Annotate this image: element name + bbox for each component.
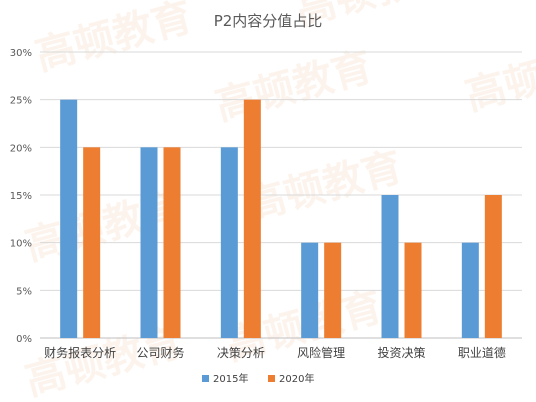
y-tick-label: 30% xyxy=(10,48,32,59)
bar-2020年-职业道德 xyxy=(484,195,502,338)
x-axis-category-labels: 财务报表分析 公司财务 决策分析 风险管理 投资决策 职业道德 xyxy=(44,345,506,360)
x-category-label: 风险管理 xyxy=(297,345,345,360)
y-tick-label: 0% xyxy=(16,334,32,345)
gridlines xyxy=(40,51,522,339)
watermark-text: 高顿教育 xyxy=(211,44,377,130)
x-category-label: 财务报表分析 xyxy=(44,345,116,360)
bar-2015年-风险管理 xyxy=(301,242,319,338)
bar-2015年-财务报表分析 xyxy=(60,99,78,339)
bar-2015年-投资决策 xyxy=(381,195,399,338)
legend-swatch xyxy=(268,375,275,382)
bar-2020年-风险管理 xyxy=(324,242,342,338)
y-axis-tick-labels: 0% 5% 10% 15% 20% 25% 30% xyxy=(10,48,32,345)
x-category-label: 职业道德 xyxy=(458,345,506,360)
legend: 2015年 2020年 xyxy=(202,372,314,385)
watermark-text: 高顿教育 xyxy=(461,34,536,120)
y-tick-label: 20% xyxy=(10,143,32,154)
bar-2015年-公司财务 xyxy=(140,147,158,338)
x-category-label: 决策分析 xyxy=(217,346,265,360)
x-category-label: 公司财务 xyxy=(136,345,184,360)
y-tick-label: 5% xyxy=(16,286,32,297)
bar-2015年-职业道德 xyxy=(461,242,479,338)
legend-label: 2015年 xyxy=(213,372,248,385)
x-category-label: 投资决策 xyxy=(377,345,425,360)
bar-2020年-公司财务 xyxy=(163,147,181,338)
y-tick-label: 15% xyxy=(10,191,32,202)
bar-2020年-财务报表分析 xyxy=(83,147,101,338)
watermark-text: 高顿教育 xyxy=(21,319,187,402)
bar-2015年-决策分析 xyxy=(220,147,238,338)
bar-2020年-投资决策 xyxy=(404,242,422,338)
y-tick-label: 10% xyxy=(10,239,32,250)
legend-swatch xyxy=(202,375,209,382)
watermark-text: 高顿教育 xyxy=(31,0,197,80)
legend-label: 2020年 xyxy=(279,372,314,385)
bars xyxy=(60,99,502,339)
watermark-text: 高顿教育 xyxy=(21,184,187,270)
chart-title: P2内容分值占比 xyxy=(214,12,323,30)
y-tick-label: 25% xyxy=(10,96,32,107)
bar-2020年-决策分析 xyxy=(243,99,261,339)
